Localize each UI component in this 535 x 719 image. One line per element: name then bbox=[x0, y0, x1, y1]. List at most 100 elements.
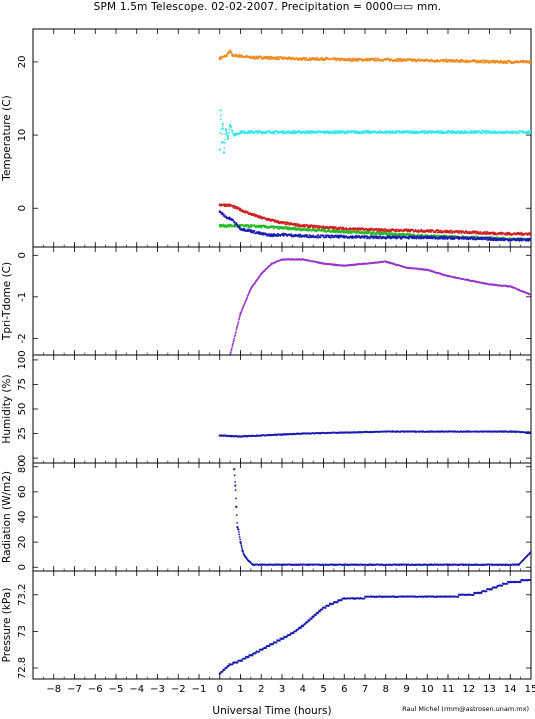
data-point bbox=[305, 57, 308, 59]
data-point bbox=[376, 59, 378, 62]
y-tick-label: 20 bbox=[17, 56, 28, 69]
data-point bbox=[232, 342, 234, 345]
data-point bbox=[229, 216, 232, 219]
data-point bbox=[219, 109, 222, 112]
data-point bbox=[232, 219, 235, 222]
data-point bbox=[460, 232, 463, 235]
data-point bbox=[225, 132, 228, 134]
data-point bbox=[402, 132, 405, 135]
data-point bbox=[225, 130, 228, 133]
data-point bbox=[489, 130, 492, 132]
data-point bbox=[389, 60, 391, 62]
data-point bbox=[253, 213, 256, 215]
data-point bbox=[473, 236, 476, 239]
data-point bbox=[324, 58, 327, 61]
data-point bbox=[267, 58, 270, 60]
data-point bbox=[415, 237, 418, 240]
data-point bbox=[233, 337, 236, 340]
data-point bbox=[378, 227, 381, 230]
data-point bbox=[287, 132, 290, 135]
data-point bbox=[417, 229, 420, 232]
data-point bbox=[334, 57, 337, 60]
data-point bbox=[222, 127, 224, 130]
data-point bbox=[223, 213, 225, 216]
data-point bbox=[260, 216, 263, 218]
data-point bbox=[242, 304, 245, 307]
data-point bbox=[243, 228, 246, 231]
data-point bbox=[464, 61, 467, 64]
data-point bbox=[224, 133, 227, 136]
data-point bbox=[339, 59, 342, 62]
data-point bbox=[314, 227, 317, 229]
data-point bbox=[459, 61, 461, 64]
y-tick-label: 0 bbox=[17, 455, 28, 461]
data-point bbox=[245, 225, 248, 228]
data-point bbox=[298, 130, 301, 133]
data-point bbox=[411, 60, 414, 62]
data-point bbox=[223, 151, 225, 153]
data-point bbox=[232, 339, 235, 342]
data-point bbox=[450, 132, 452, 135]
data-point bbox=[457, 132, 460, 135]
data-point bbox=[338, 228, 341, 231]
data-point bbox=[238, 317, 241, 320]
data-point bbox=[362, 132, 365, 135]
data-point bbox=[522, 130, 525, 133]
data-point bbox=[485, 132, 488, 135]
data-point bbox=[257, 57, 260, 60]
data-point bbox=[230, 351, 232, 353]
data-point bbox=[230, 347, 233, 350]
data-point bbox=[372, 231, 375, 233]
data-point bbox=[227, 52, 230, 55]
data-point bbox=[225, 55, 228, 58]
data-point bbox=[221, 133, 224, 136]
data-point bbox=[374, 57, 377, 60]
data-point bbox=[446, 132, 449, 135]
data-point bbox=[322, 234, 325, 237]
data-point bbox=[530, 131, 531, 134]
chart-title: SPM 1.5m Telescope. 02-02-2007. Precipit… bbox=[93, 1, 442, 13]
data-point bbox=[316, 225, 319, 227]
data-point bbox=[412, 228, 415, 231]
data-point bbox=[394, 233, 397, 235]
data-point bbox=[221, 125, 224, 128]
y-axis-label: Temperature (C) bbox=[1, 95, 13, 181]
data-point bbox=[241, 132, 244, 135]
data-point bbox=[405, 59, 408, 62]
data-point bbox=[454, 61, 457, 64]
data-point bbox=[324, 228, 327, 231]
data-point bbox=[450, 229, 453, 232]
y-tick-label: 100 bbox=[17, 350, 28, 369]
data-point bbox=[246, 296, 249, 299]
data-point bbox=[233, 134, 236, 137]
data-point bbox=[226, 136, 230, 140]
data-point bbox=[391, 232, 393, 234]
data-point bbox=[530, 237, 531, 240]
data-point bbox=[235, 53, 238, 56]
data-point bbox=[305, 132, 307, 135]
data-point bbox=[233, 221, 236, 223]
data-point bbox=[529, 60, 531, 63]
data-point bbox=[345, 227, 348, 229]
y-tick-label: 75 bbox=[17, 378, 28, 391]
data-point bbox=[391, 130, 394, 132]
data-point bbox=[227, 132, 230, 134]
data-point bbox=[236, 325, 239, 328]
data-point bbox=[320, 56, 323, 59]
data-point bbox=[415, 60, 418, 63]
data-point bbox=[497, 60, 500, 63]
data-point bbox=[410, 132, 413, 135]
data-point bbox=[311, 132, 314, 135]
data-point bbox=[387, 228, 390, 231]
data-point bbox=[446, 60, 449, 63]
data-point bbox=[247, 211, 249, 213]
data-point bbox=[227, 134, 230, 137]
data-point bbox=[219, 118, 222, 121]
data-point bbox=[319, 236, 322, 239]
data-point bbox=[231, 345, 234, 348]
plot-frame bbox=[32, 354, 532, 464]
data-point bbox=[235, 331, 237, 333]
data-point bbox=[506, 130, 509, 133]
